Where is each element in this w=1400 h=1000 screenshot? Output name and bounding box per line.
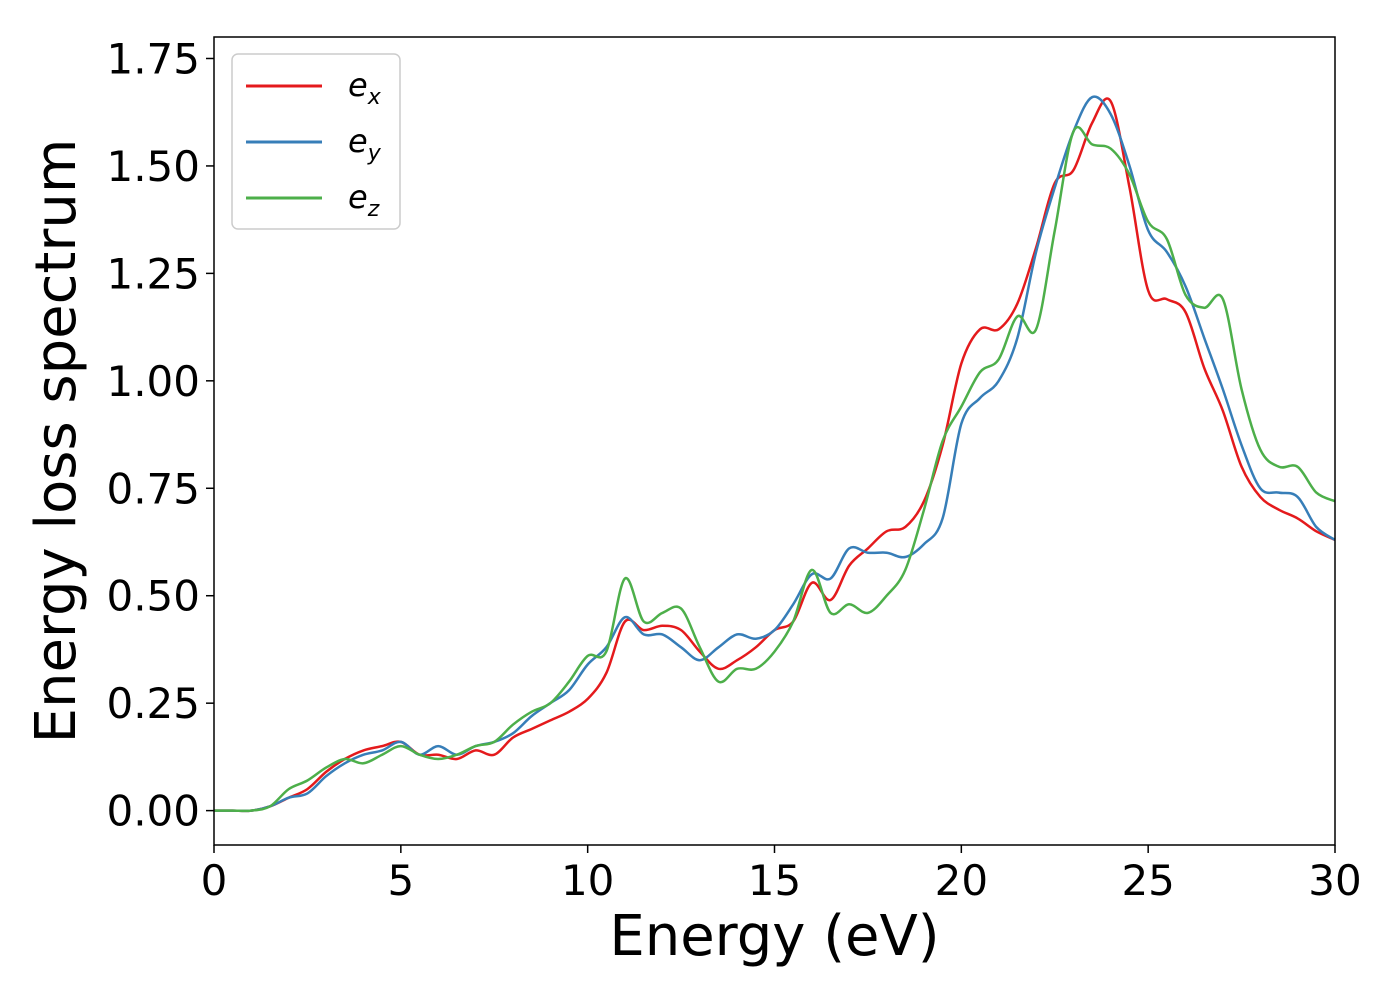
x-tick-label: 30 (1308, 856, 1361, 905)
legend-label-subscript: z (367, 197, 380, 222)
y-tick-label: 0.00 (106, 787, 200, 836)
y-tick-label: 0.75 (106, 464, 200, 513)
legend-label-subscript: x (367, 85, 382, 110)
legend-label-ey: ey (348, 122, 382, 166)
y-axis: 0.00 0.25 0.50 0.75 1.00 1.25 1.50 1.75 (106, 34, 214, 836)
x-tick-label: 25 (1121, 856, 1174, 905)
legend-label-base: e (348, 122, 368, 160)
y-tick-label: 0.25 (106, 679, 200, 728)
legend-label-ez: ez (348, 178, 380, 222)
x-axis: 0 5 10 15 20 25 30 (201, 845, 1362, 905)
y-tick-label: 1.75 (106, 34, 200, 83)
x-tick-label: 15 (748, 856, 801, 905)
legend-label-base: e (348, 66, 368, 104)
x-tick-label: 20 (935, 856, 988, 905)
x-tick-label: 10 (561, 856, 614, 905)
series-line-ez (214, 125, 1336, 813)
x-tick-label: 5 (387, 856, 414, 905)
x-tick-label: 0 (201, 856, 228, 905)
x-axis-title: Energy (eV) (609, 904, 939, 969)
legend-label-ex: ex (348, 66, 382, 110)
legend-label-base: e (348, 178, 368, 216)
legend-label-subscript: y (367, 141, 382, 166)
y-tick-label: 1.00 (106, 357, 200, 406)
y-axis-title: Energy loss spectrum (24, 139, 89, 744)
series-layer (214, 95, 1336, 813)
y-tick-label: 1.50 (106, 142, 200, 191)
y-tick-label: 1.25 (106, 249, 200, 298)
y-tick-label: 0.50 (106, 572, 200, 621)
series-line-ey (214, 95, 1336, 813)
